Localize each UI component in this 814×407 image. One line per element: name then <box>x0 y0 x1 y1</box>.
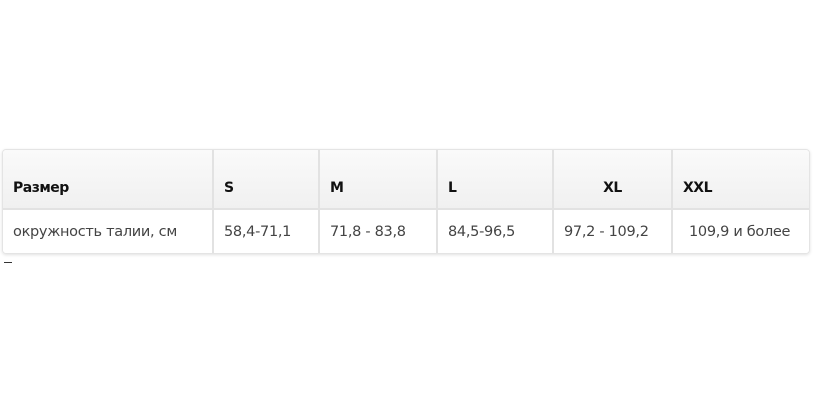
header-s: S <box>213 150 320 209</box>
size-table: Размер S M L XL XXL окружность талии, см… <box>3 150 809 253</box>
header-size: Размер <box>3 150 214 209</box>
cell-m: 71,8 - 83,8 <box>319 209 438 253</box>
table-header-row: Размер S M L XL XXL <box>3 150 809 209</box>
header-xxl: XXL <box>683 180 713 196</box>
size-table-container: Размер S M L XL XXL окружность талии, см… <box>2 149 810 254</box>
cell-xxl: 109,9 и более <box>689 223 791 240</box>
text-cursor <box>4 262 12 263</box>
header-xl: XL <box>553 150 673 209</box>
cell-l: 84,5-96,5 <box>437 209 554 253</box>
table-row: окружность талии, см 58,4-71,1 71,8 - 83… <box>3 209 809 253</box>
cell-label: окружность талии, см <box>3 209 214 253</box>
header-l: L <box>437 150 554 209</box>
cell-s: 58,4-71,1 <box>213 209 320 253</box>
header-m: M <box>319 150 438 209</box>
cell-xl: 97,2 - 109,2 <box>553 209 673 253</box>
